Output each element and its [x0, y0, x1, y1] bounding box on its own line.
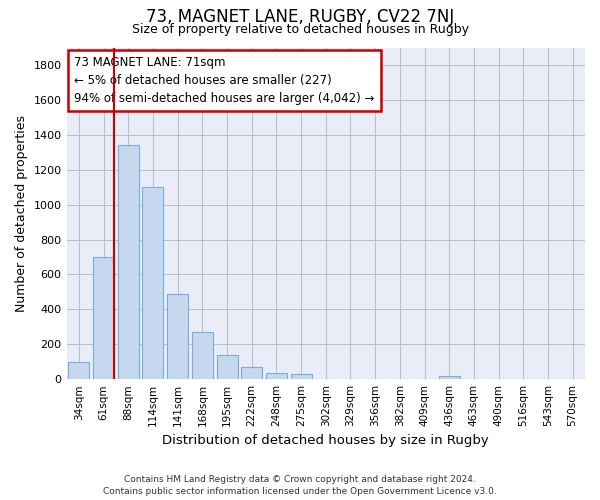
- Text: Size of property relative to detached houses in Rugby: Size of property relative to detached ho…: [131, 22, 469, 36]
- Bar: [290, 374, 311, 379]
- Bar: [93, 257, 114, 379]
- Bar: [439, 376, 460, 379]
- Bar: [118, 146, 139, 379]
- Bar: [192, 332, 213, 379]
- Bar: [142, 187, 163, 379]
- Y-axis label: Number of detached properties: Number of detached properties: [15, 115, 28, 312]
- Bar: [217, 354, 238, 379]
- Text: 73, MAGNET LANE, RUGBY, CV22 7NJ: 73, MAGNET LANE, RUGBY, CV22 7NJ: [146, 8, 454, 26]
- Bar: [68, 362, 89, 379]
- Text: Contains HM Land Registry data © Crown copyright and database right 2024.
Contai: Contains HM Land Registry data © Crown c…: [103, 474, 497, 496]
- Bar: [266, 373, 287, 379]
- Bar: [241, 367, 262, 379]
- Bar: [167, 294, 188, 379]
- X-axis label: Distribution of detached houses by size in Rugby: Distribution of detached houses by size …: [163, 434, 489, 448]
- Text: 73 MAGNET LANE: 71sqm
← 5% of detached houses are smaller (227)
94% of semi-deta: 73 MAGNET LANE: 71sqm ← 5% of detached h…: [74, 56, 374, 105]
